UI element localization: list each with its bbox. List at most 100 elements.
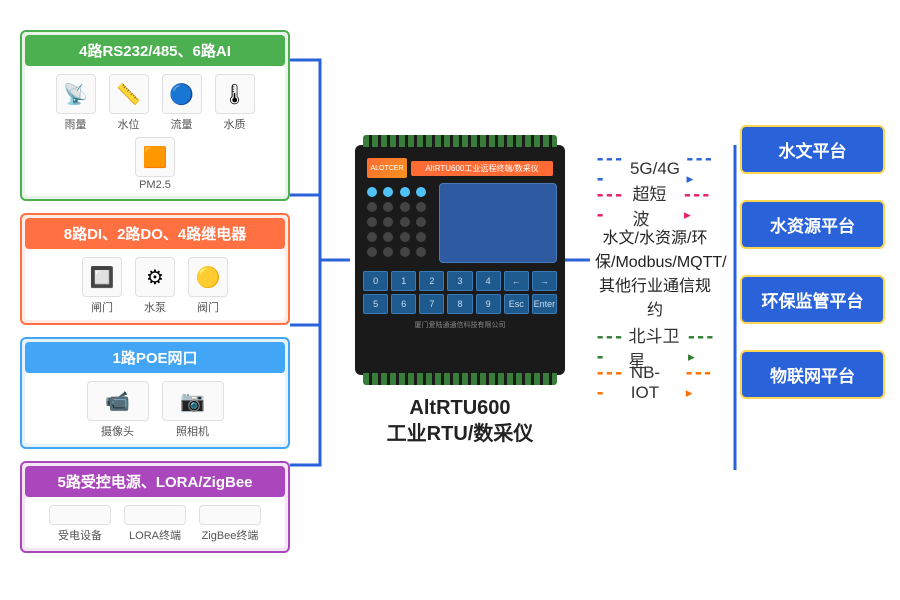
group-item: 🌡 水质 <box>211 74 259 132</box>
group-item: 🟡 阀门 <box>184 257 232 315</box>
group-body: 🔲 闸门 ⚙ 水泵 🟡 阀门 <box>25 249 285 320</box>
item-box <box>49 505 111 525</box>
item-label: 水质 <box>224 116 246 132</box>
device-led <box>383 217 393 227</box>
group-header: 8路DI、2路DO、4路继电器 <box>25 218 285 249</box>
group-item: 📹 摄像头 <box>83 381 153 439</box>
item-label: 雨量 <box>65 116 87 132</box>
group-item: ZigBee终端 <box>195 505 265 543</box>
item-label: 水位 <box>118 116 140 132</box>
left-input-groups: 4路RS232/485、6路AI 📡 雨量 📏 水位 🔵 流量 🌡 水质 🟧 PM2.5 8路DI、2… <box>20 30 290 565</box>
device-key: 8 <box>447 294 472 314</box>
device-key: 6 <box>391 294 416 314</box>
device-key: Esc <box>504 294 529 314</box>
device-caption: AltRTU600 工业RTU/数采仪 <box>350 395 570 447</box>
device-key: → <box>532 271 557 291</box>
device-key: 3 <box>447 271 472 291</box>
device-led <box>400 202 410 212</box>
platform-box: 环保监管平台 <box>740 275 885 324</box>
platform-box: 物联网平台 <box>740 350 885 399</box>
device-led <box>400 232 410 242</box>
device-led <box>367 247 377 257</box>
group-item: 📡 雨量 <box>52 74 100 132</box>
group-body: 📡 雨量 📏 水位 🔵 流量 🌡 水质 🟧 PM2.5 <box>25 66 285 196</box>
protocol-row: ---- 超短波 ---▸ <box>595 191 715 219</box>
item-label: LORA终端 <box>129 527 181 543</box>
device-led <box>416 187 426 197</box>
group-item: 📏 水位 <box>105 74 153 132</box>
item-label: PM2.5 <box>139 179 171 191</box>
platform-box: 水文平台 <box>740 125 885 174</box>
protocols-column: ---- 5G/4G ---▸ ---- 超短波 ---▸ 水文/水资源/环保/Mo… <box>595 155 715 405</box>
group-body: 📹 摄像头 📷 照相机 <box>25 373 285 444</box>
device-key: 9 <box>476 294 501 314</box>
protocol-middle-text: 水文/水资源/环保/Modbus/MQTT/其他行业通信规约 <box>595 227 715 323</box>
group-item: 🔵 流量 <box>158 74 206 132</box>
item-box <box>124 505 186 525</box>
device-logo: ALOTCER <box>367 158 407 178</box>
device-led <box>367 202 377 212</box>
device-led <box>400 247 410 257</box>
item-icon: 🔲 <box>82 257 122 297</box>
protocol-row: ---- 5G/4G ---▸ <box>595 155 715 183</box>
item-label: 摄像头 <box>101 423 134 439</box>
item-label: 阀门 <box>197 299 219 315</box>
platform-box: 水资源平台 <box>740 200 885 249</box>
group-item: 🔲 闸门 <box>78 257 126 315</box>
device-key: ← <box>504 271 529 291</box>
device-footer: 厦门爱陆通通信科技有限公司 <box>363 320 557 330</box>
item-label: ZigBee终端 <box>202 527 259 543</box>
input-group-2: 1路POE网口 📹 摄像头 📷 照相机 <box>20 337 290 449</box>
item-label: 照相机 <box>176 423 209 439</box>
item-label: 流量 <box>171 116 193 132</box>
device-led-grid <box>363 183 433 263</box>
center-device-block: ALOTCER AltRTU600工业远程终端/数采仪 01234←→56789… <box>350 145 570 447</box>
item-icon: 🌡 <box>215 74 255 114</box>
item-icon: 📏 <box>109 74 149 114</box>
item-label: 受电设备 <box>58 527 102 543</box>
device-screen <box>439 183 557 263</box>
device-key: Enter <box>532 294 557 314</box>
protocol-row: ---- 北斗卫星 ---▸ <box>595 333 715 361</box>
group-header: 4路RS232/485、6路AI <box>25 35 285 66</box>
device-key: 2 <box>419 271 444 291</box>
item-icon: 🟧 <box>135 137 175 177</box>
device-keypad: 01234←→56789EscEnter <box>363 271 557 314</box>
device-header: AltRTU600工业远程终端/数采仪 <box>411 161 553 176</box>
device-led <box>416 217 426 227</box>
item-icon: 🔵 <box>162 74 202 114</box>
item-icon: ⚙ <box>135 257 175 297</box>
group-body: 受电设备 LORA终端 ZigBee终端 <box>25 497 285 548</box>
group-item: 📷 照相机 <box>158 381 228 439</box>
platforms-column: 水文平台水资源平台环保监管平台物联网平台 <box>740 125 885 425</box>
item-icon: 📡 <box>56 74 96 114</box>
group-item: 受电设备 <box>45 505 115 543</box>
item-icon: 📹 <box>87 381 149 421</box>
device-led <box>400 217 410 227</box>
item-icon: 📷 <box>162 381 224 421</box>
device-key: 5 <box>363 294 388 314</box>
rtu-device: ALOTCER AltRTU600工业远程终端/数采仪 01234←→56789… <box>355 145 565 375</box>
item-box <box>199 505 261 525</box>
group-item: LORA终端 <box>120 505 190 543</box>
device-led <box>416 247 426 257</box>
item-label: 闸门 <box>91 299 113 315</box>
group-header: 1路POE网口 <box>25 342 285 373</box>
device-led <box>367 232 377 242</box>
device-key: 4 <box>476 271 501 291</box>
device-key: 7 <box>419 294 444 314</box>
protocol-row: ---- NB-IOT ---▸ <box>595 369 715 397</box>
group-item: ⚙ 水泵 <box>131 257 179 315</box>
device-led <box>416 202 426 212</box>
item-icon: 🟡 <box>188 257 228 297</box>
device-led <box>383 247 393 257</box>
device-key: 0 <box>363 271 388 291</box>
device-led <box>416 232 426 242</box>
item-label: 水泵 <box>144 299 166 315</box>
input-group-0: 4路RS232/485、6路AI 📡 雨量 📏 水位 🔵 流量 🌡 水质 🟧 PM2.5 <box>20 30 290 201</box>
group-header: 5路受控电源、LORA/ZigBee <box>25 466 285 497</box>
device-led <box>367 187 377 197</box>
device-led <box>383 202 393 212</box>
input-group-1: 8路DI、2路DO、4路继电器 🔲 闸门 ⚙ 水泵 🟡 阀门 <box>20 213 290 325</box>
group-item: 🟧 PM2.5 <box>131 137 179 191</box>
